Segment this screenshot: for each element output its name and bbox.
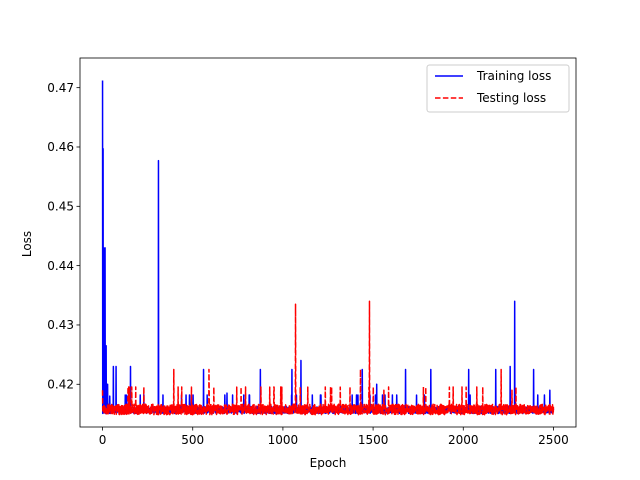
y-tick-label: 0.47: [47, 81, 74, 95]
axes: 0 500 1000 1500 2000 2500 0.42 0.43 0.44 0.45 0.46…: [47, 57, 577, 447]
series-line-testing-loss: [101, 300, 555, 416]
y-tick-label: 0.46: [47, 140, 74, 154]
x-tick-label: 0: [99, 433, 107, 447]
legend-label-training-loss: Training loss: [476, 69, 551, 83]
x-tick-label: 1500: [358, 433, 389, 447]
x-tick-label: 1000: [268, 433, 299, 447]
x-tick-label: 500: [181, 433, 204, 447]
y-tick-label: 0.43: [47, 318, 74, 332]
plot-area: [101, 80, 555, 416]
y-axis-label: Loss: [20, 231, 34, 257]
legend-label-testing-loss: Testing loss: [476, 91, 546, 105]
x-tick-label: 2500: [538, 433, 569, 447]
x-tick-label: 2000: [448, 433, 479, 447]
y-tick-label: 0.44: [47, 259, 74, 273]
y-tick-label: 0.45: [47, 200, 74, 214]
axes-frame: [79, 57, 577, 428]
legend: Training loss Testing loss: [426, 64, 570, 113]
x-axis-label: Epoch: [310, 456, 347, 470]
y-tick-label: 0.42: [47, 377, 74, 391]
